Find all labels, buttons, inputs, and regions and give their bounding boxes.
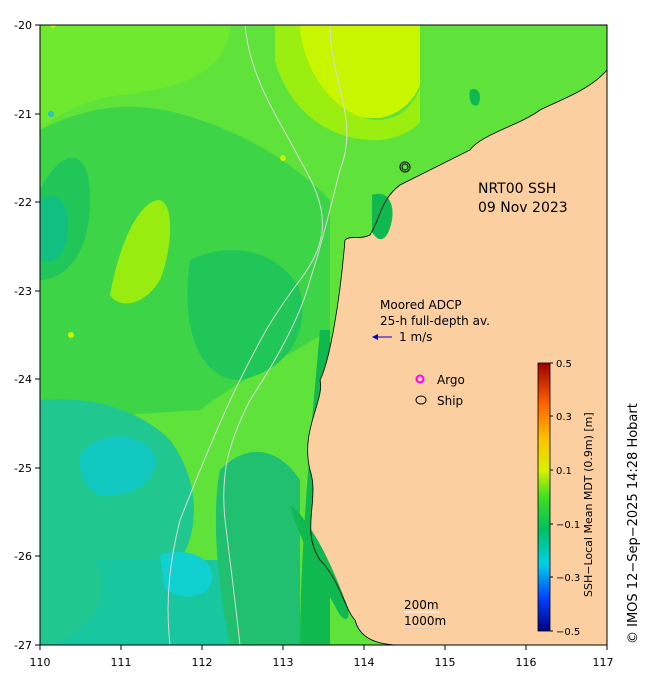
colorbar-tick-label: −0.3 bbox=[556, 573, 580, 584]
adcp-sublabel: 25-h full-depth av. bbox=[380, 314, 490, 328]
y-tick-label: -27 bbox=[14, 639, 32, 652]
y-tick-label: -26 bbox=[14, 550, 32, 563]
y-tick-label: -21 bbox=[14, 108, 32, 121]
x-tick-label: 113 bbox=[273, 656, 294, 669]
colorbar-tick-label: −0.5 bbox=[556, 627, 580, 638]
legend-ship-label: Ship bbox=[437, 394, 463, 408]
colorbar-tick-label: 0.1 bbox=[556, 466, 572, 477]
y-axis: -20 -21 -22 -23 -24 -25 -26 -27 bbox=[14, 19, 40, 652]
x-tick-label: 116 bbox=[516, 656, 537, 669]
adcp-label: Moored ADCP bbox=[380, 298, 462, 312]
contour-1000-label: 1000m bbox=[404, 614, 446, 628]
legend-argo-label: Argo bbox=[437, 373, 465, 387]
argo-marker-icon bbox=[415, 374, 425, 384]
x-axis: 110 111 112 113 114 115 116 117 bbox=[30, 645, 614, 669]
y-tick-label: -25 bbox=[14, 462, 32, 475]
x-tick-label: 115 bbox=[435, 656, 456, 669]
copyright-notice: © IMOS 12−Sep−2025 14:28 Hobart bbox=[626, 403, 641, 644]
colorbar-tick-label: 0.3 bbox=[556, 412, 572, 423]
colorbar-axis-label: SSH−Local Mean MDT (0.9m) [m] bbox=[582, 412, 595, 597]
colorbar-ticks: 0.5 0.3 0.1 −0.1 −0.3 −0.5 bbox=[550, 359, 580, 638]
colorbar-tick-label: 0.5 bbox=[556, 359, 572, 370]
x-tick-label: 111 bbox=[111, 656, 132, 669]
x-tick-label: 112 bbox=[192, 656, 213, 669]
map-date: 09 Nov 2023 bbox=[478, 200, 568, 216]
x-tick-label: 114 bbox=[354, 656, 375, 669]
y-tick-label: -22 bbox=[14, 196, 32, 209]
velocity-scale-arrow-icon bbox=[372, 334, 392, 340]
contour-200-label: 200m bbox=[404, 598, 439, 612]
colorbar-tick-label: −0.1 bbox=[556, 520, 580, 531]
y-tick-label: -23 bbox=[14, 285, 32, 298]
velocity-scale-label: 1 m/s bbox=[399, 330, 432, 344]
map-title: NRT00 SSH bbox=[478, 181, 556, 197]
y-tick-label: -20 bbox=[14, 19, 32, 32]
x-tick-label: 117 bbox=[593, 656, 614, 669]
ssh-field bbox=[40, 25, 607, 645]
x-tick-label: 110 bbox=[30, 656, 51, 669]
ship-marker-icon bbox=[415, 395, 427, 405]
map-frame bbox=[39, 24, 608, 646]
colorbar bbox=[537, 362, 551, 632]
y-tick-label: -24 bbox=[14, 373, 32, 386]
